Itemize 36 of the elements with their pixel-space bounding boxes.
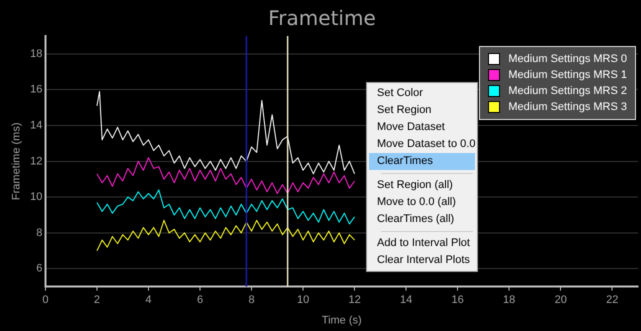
x-tick-label: 4 [145,294,152,306]
x-tick-label: 14 [400,294,412,306]
x-tick-label: 8 [248,294,255,306]
y-tick-label: 12 [30,155,42,168]
y-axis-title: Frametime (ms) [10,122,23,200]
y-tick-label: 14 [30,120,42,132]
legend-label: Medium Settings MRS 0 [508,53,627,65]
x-tick-label: 18 [503,294,516,306]
annotation: ClearTimes [369,153,475,170]
annotation: Set Color [376,86,424,101]
x-tick-label: 22 [606,294,618,306]
annotation: Set Region [376,103,432,118]
y-tick-label: 8 [36,226,42,239]
annotation: Move Dataset [376,120,446,135]
y-tick-label: 18 [30,48,42,60]
x-tick-label: 12 [348,294,361,306]
annotation: Move to 0.0 (all) [376,195,457,210]
x-axis-title: Time (s) [322,314,362,326]
y-tick-label: 10 [30,191,42,204]
annotation: ClearTimes (all) [376,212,456,227]
y-tick-label: 6 [36,262,42,275]
x-tick-label: 0 [42,294,48,306]
annotation: Set Region (all) [376,178,454,193]
x-tick-label: 20 [554,294,567,306]
x-tick-label: 6 [196,294,204,306]
x-tick-label: 2 [94,294,100,306]
chart-title: Frametime [268,6,376,30]
legend-label: Medium Settings MRS 2 [508,85,627,97]
legend-label: Medium Settings MRS 3 [508,101,627,113]
annotation: Clear Interval Plots [376,253,471,268]
x-tick-label: 10 [296,294,310,306]
annotation: Add to Interval Plot [376,236,471,251]
y-tick-label: 16 [30,84,42,96]
annotation: Move Dataset to 0.0 [376,137,476,152]
x-tick-label: 16 [452,294,464,306]
legend-label: Medium Settings MRS 1 [508,69,627,81]
